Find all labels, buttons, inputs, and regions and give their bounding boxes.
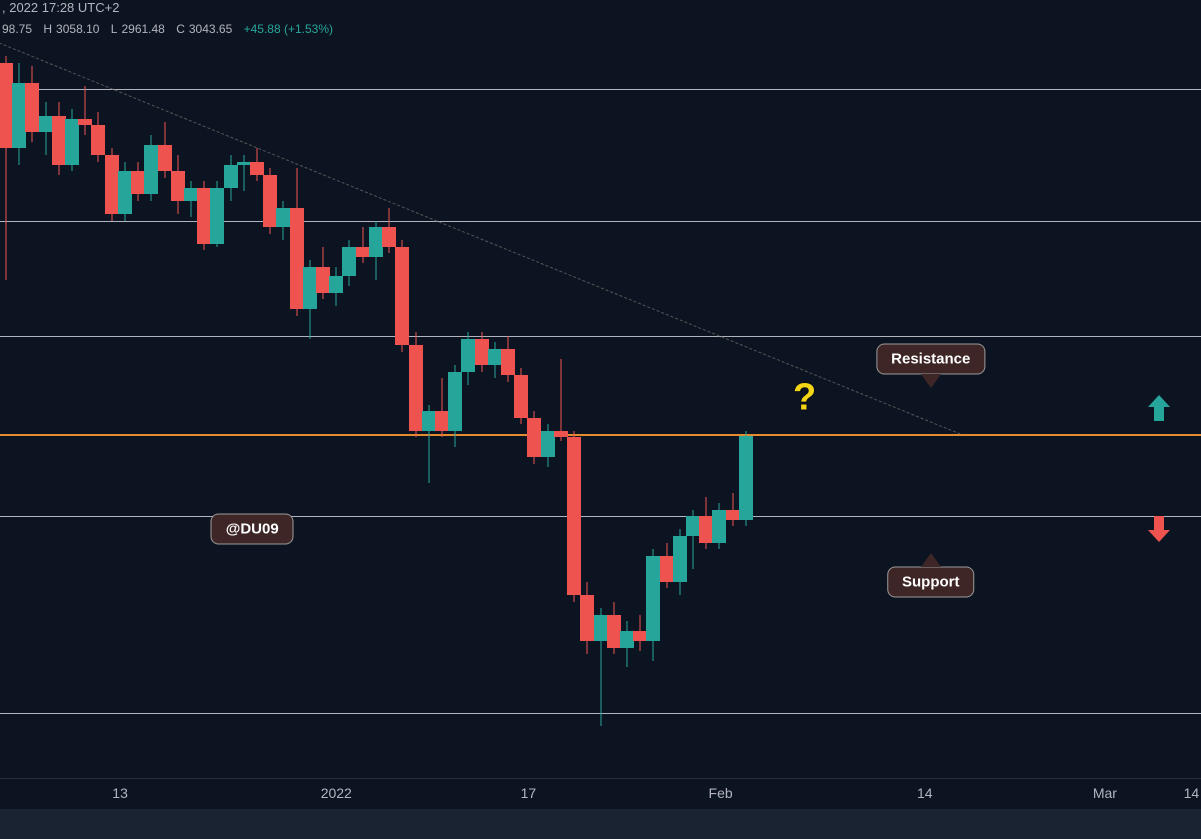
- horizontal-line: [0, 516, 1201, 517]
- resistance-label-tail: [921, 374, 941, 388]
- horizontal-line: [0, 434, 1201, 436]
- ohlc-change: +45.88 (+1.53%): [244, 22, 333, 36]
- ohlc-h: H3058.10: [43, 22, 103, 36]
- bottom-toolbar: [0, 809, 1201, 839]
- time-axis: 13 2022 17 Feb 14 Mar 14: [0, 778, 1201, 809]
- price-chart[interactable]: @DU09 Resistance Support?: [0, 40, 1201, 779]
- datetime-text: , 2022 17:28 UTC+2: [2, 0, 119, 15]
- ohlc-bar: 98.75 H3058.10 L2961.48 C3043.65 +45.88 …: [0, 22, 1201, 40]
- time-tick: 17: [521, 785, 537, 801]
- time-tick: Mar: [1093, 785, 1117, 801]
- support-label-tail: [921, 553, 941, 567]
- time-tick: Feb: [709, 785, 733, 801]
- question-icon: ?: [793, 377, 816, 420]
- time-tick: 2022: [321, 785, 352, 801]
- arrow-down-icon: [1146, 514, 1172, 544]
- resistance-label: Resistance: [876, 343, 985, 374]
- horizontal-line: [0, 336, 1201, 337]
- time-tick: 14: [1184, 785, 1200, 801]
- arrow-up-icon: [1146, 393, 1172, 423]
- time-tick: 13: [112, 785, 128, 801]
- chart-datetime: , 2022 17:28 UTC+2: [0, 0, 1201, 20]
- time-tick: 14: [917, 785, 933, 801]
- trendline: [0, 40, 961, 435]
- ohlc-c: C3043.65: [176, 22, 236, 36]
- horizontal-line: [0, 221, 1201, 222]
- support-label: Support: [887, 566, 975, 597]
- watermark-label: @DU09: [211, 514, 294, 545]
- horizontal-line: [0, 89, 1201, 90]
- ohlc-l: L2961.48: [111, 22, 169, 36]
- ohlc-o: 98.75: [2, 22, 36, 36]
